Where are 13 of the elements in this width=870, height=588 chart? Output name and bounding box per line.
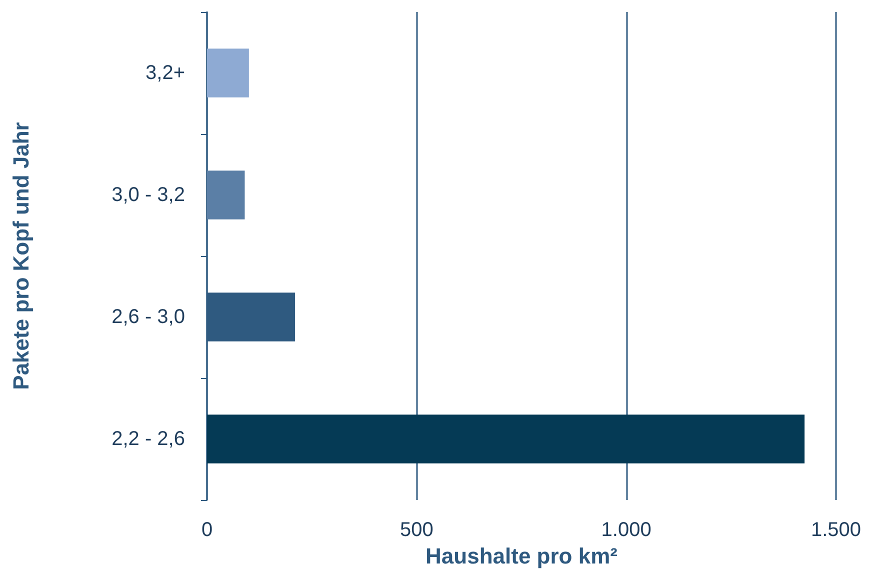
- y-tick-label: 2,2 - 2,6: [112, 428, 185, 450]
- bar: [207, 48, 249, 98]
- y-tick-label: 3,2+: [146, 62, 185, 84]
- y-axis-title: Pakete pro Kopf und Jahr: [8, 122, 34, 390]
- y-tick-label: 2,6 - 3,0: [112, 306, 185, 328]
- x-tick-label: 1.500: [810, 519, 862, 541]
- y-tick-label: 3,0 - 3,2: [112, 184, 185, 206]
- x-tick-label: 1.000: [601, 519, 652, 541]
- x-tick-label: 0: [201, 519, 213, 541]
- x-axis-title: Haushalte pro km²: [426, 543, 618, 568]
- x-tick-label: 500: [400, 519, 434, 541]
- bar: [207, 170, 245, 220]
- bar: [207, 414, 805, 464]
